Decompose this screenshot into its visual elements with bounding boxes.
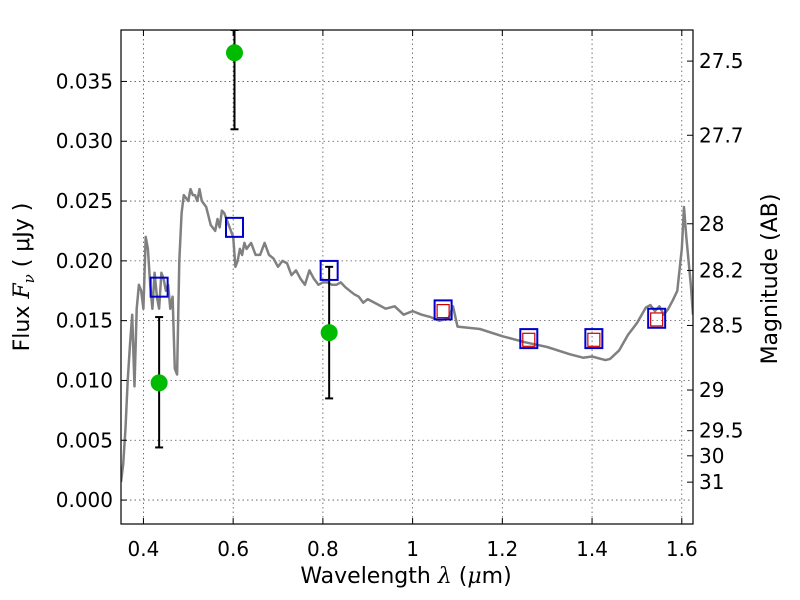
y-tick-label: 0.030 xyxy=(56,129,113,153)
y2-tick-label: 29 xyxy=(699,378,724,402)
x-tick-label: 1.6 xyxy=(666,537,698,561)
model-photometry-square xyxy=(584,328,604,350)
x-tick-label: 1 xyxy=(406,537,419,561)
y-tick-label: 0.000 xyxy=(56,488,113,512)
observed-point xyxy=(150,374,168,392)
model-photometry-square xyxy=(225,216,245,238)
y2-tick-label: 28 xyxy=(699,212,724,236)
y2-tick-label: 30 xyxy=(699,444,724,468)
y2-tick-label: 31 xyxy=(699,470,724,494)
model-sed-line xyxy=(121,187,693,483)
y-tick-label: 0.035 xyxy=(56,69,113,93)
model-photometry-square xyxy=(149,276,169,298)
y-tick-label: 0.010 xyxy=(56,368,113,392)
observed-point xyxy=(226,44,244,62)
y2-tick-label: 29.5 xyxy=(699,419,744,443)
x-tick-label: 1.4 xyxy=(576,537,608,561)
x-axis-label: Wavelength λ (μm) xyxy=(300,564,511,589)
observed-point xyxy=(320,324,338,342)
series-layer xyxy=(121,30,693,483)
y-axis-label: Flux Fν ( μJy ) xyxy=(10,203,38,352)
x-tick-label: 0.4 xyxy=(128,537,160,561)
x-tick-label: 1.2 xyxy=(486,537,518,561)
y-tick-label: 0.020 xyxy=(56,249,113,273)
model-photometry-inner-square xyxy=(650,312,664,327)
model-photometry-inner-square xyxy=(436,303,450,319)
model-photometry-square xyxy=(319,259,339,281)
model-photometry-inner-square xyxy=(522,332,536,347)
y2-tick-label: 28.2 xyxy=(699,258,744,282)
y-tick-label: 0.005 xyxy=(56,428,113,452)
y2-tick-label: 27.5 xyxy=(699,49,744,73)
y-tick-label: 0.025 xyxy=(56,189,113,213)
y2-axis-label: Magnitude (AB) xyxy=(758,194,783,365)
grid-lines xyxy=(121,30,693,524)
axis-ticks: 0.4 0.6 0.8 1 1.2 1.4 1.6 0.000 0.005 0.010 0.015 0… xyxy=(56,30,744,561)
model-photometry-square xyxy=(519,328,539,350)
model-photometry-inner-square xyxy=(587,332,601,347)
plot-frame xyxy=(120,29,694,525)
y2-tick-label: 28.5 xyxy=(699,313,744,337)
y2-tick-label: 27.7 xyxy=(699,123,744,147)
x-tick-label: 0.8 xyxy=(307,537,339,561)
y-tick-label: 0.015 xyxy=(56,309,113,333)
model-photometry-square xyxy=(647,307,667,329)
plot-area xyxy=(121,30,693,483)
x-tick-label: 0.6 xyxy=(217,537,249,561)
model-photometry-square xyxy=(433,299,453,321)
